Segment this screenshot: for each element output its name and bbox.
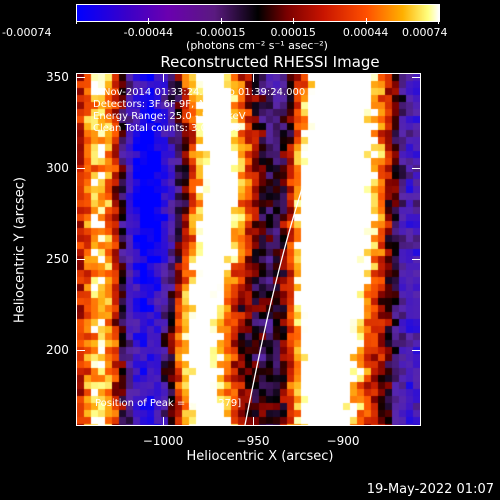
colorbar-tick-label: 0.00015 (270, 26, 316, 39)
y-tick-label: 350 (46, 70, 69, 84)
colorbar-tick-label: -0.00015 (196, 26, 246, 39)
colorbar-units: (photons cm⁻² s⁻¹ asec⁻²) (186, 39, 328, 52)
rhessi-image-heatmap (77, 74, 420, 425)
x-tick-mark (253, 417, 254, 425)
colorbar-tick (438, 18, 439, 24)
info-detectors: Detectors: 3F 6F 9F, Att 0 (93, 99, 222, 110)
x-tick-mark (343, 417, 344, 425)
colorbar-tick-label: 0.00044 (342, 26, 389, 39)
colorbar-tick (365, 18, 367, 24)
y-axis-label: Heliocentric Y (arcsec) (12, 177, 28, 323)
x-tick-label: −900 (326, 434, 360, 448)
x-tick-mark (163, 417, 164, 425)
x-tick-label: −1000 (142, 434, 184, 448)
y-tick-mark (412, 168, 420, 169)
y-tick-mark (77, 77, 85, 78)
image-plot-area: 4-Nov-2014 01:33:24.000 to 01:39:24.000 … (76, 73, 421, 426)
y-tick-label: 300 (46, 161, 69, 175)
y-tick-mark (77, 168, 85, 169)
y-tick-mark (412, 259, 420, 260)
y-tick-mark (412, 350, 420, 351)
info-clean: Clean Total counts: 3.00E+03 (93, 123, 241, 134)
x-tick-mark (343, 74, 344, 82)
y-tick-mark (77, 259, 85, 260)
info-time: 4-Nov-2014 01:33:24.000 to 01:39:24.000 (93, 87, 306, 98)
datestamp: 19-May-2022 01:07 (366, 482, 494, 497)
y-tick-label: 250 (46, 252, 69, 266)
colorbar-tick (148, 18, 150, 24)
y-tick-mark (412, 77, 420, 78)
x-tick-mark (253, 74, 254, 82)
y-tick-mark (77, 350, 85, 351)
x-tick-mark (163, 74, 164, 82)
y-tick-label: 200 (46, 343, 69, 357)
plot-title: Reconstructed RHESSI Image (160, 53, 380, 71)
colorbar (76, 4, 440, 22)
info-peak-position: Position of Peak = [-903,279] (95, 398, 242, 409)
solar-limb-curve (244, 74, 346, 425)
colorbar-tick (293, 18, 295, 24)
x-tick-label: −950 (236, 434, 270, 448)
colorbar-tick-label: -0.00044 (123, 26, 174, 39)
colorbar-tick (76, 18, 77, 24)
info-energy: Energy Range: 25.0 - 50.0 keV (93, 111, 246, 122)
colorbar-tick-label: 0.00074 (402, 26, 448, 39)
colorbar-tick (220, 18, 222, 24)
x-axis-label: Heliocentric X (arcsec) (186, 449, 334, 464)
colorbar-tick-label: -0.00074 (2, 26, 52, 39)
